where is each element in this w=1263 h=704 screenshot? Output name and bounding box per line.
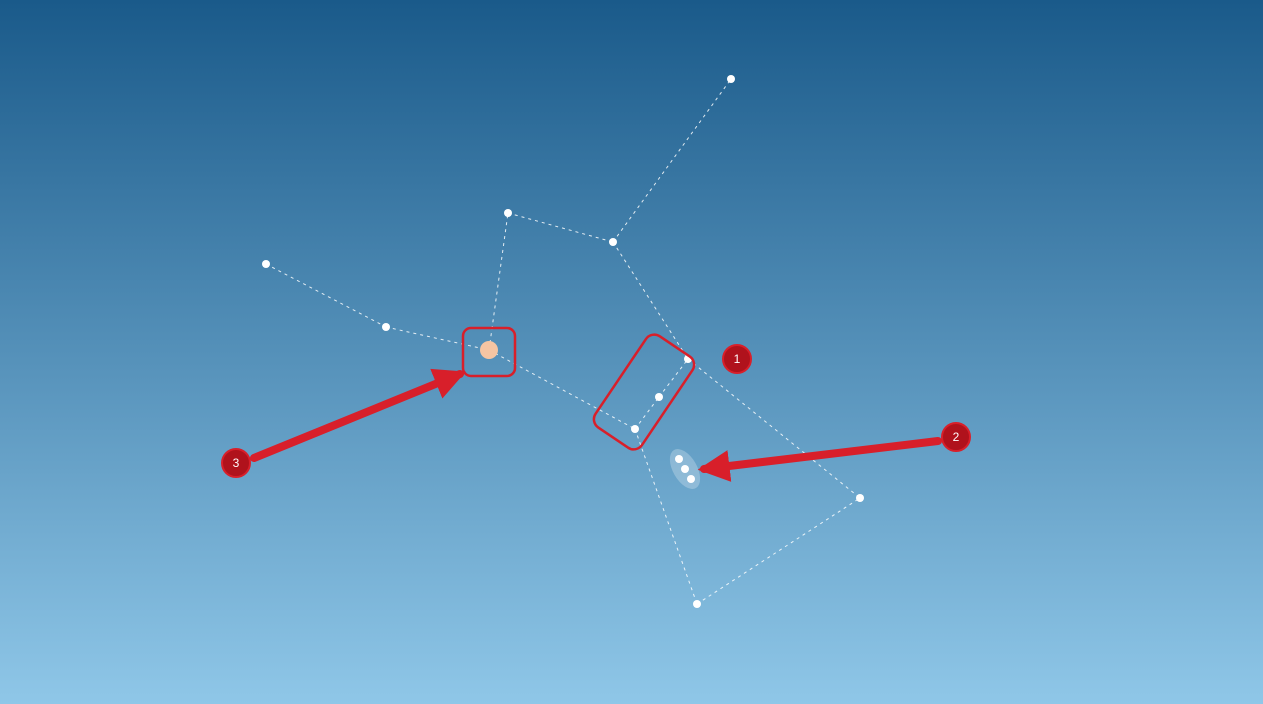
- background: [0, 0, 1263, 704]
- badge-label: 2: [953, 430, 960, 444]
- star-node: [609, 238, 617, 246]
- badge-label: 1: [734, 352, 741, 366]
- star-node: [856, 494, 864, 502]
- badge-2: 2: [942, 423, 970, 451]
- badge-label: 3: [233, 456, 240, 470]
- star-node: [631, 425, 639, 433]
- star-node: [687, 475, 695, 483]
- badge-1: 1: [723, 345, 751, 373]
- star-node: [382, 323, 390, 331]
- star-node: [693, 600, 701, 608]
- star-node: [262, 260, 270, 268]
- constellation-diagram: 1 2 3: [0, 0, 1263, 704]
- badge-3: 3: [222, 449, 250, 477]
- star-node: [675, 455, 683, 463]
- star-node: [681, 465, 689, 473]
- star-node: [655, 393, 663, 401]
- star-node: [480, 341, 498, 359]
- star-node: [504, 209, 512, 217]
- star-node: [727, 75, 735, 83]
